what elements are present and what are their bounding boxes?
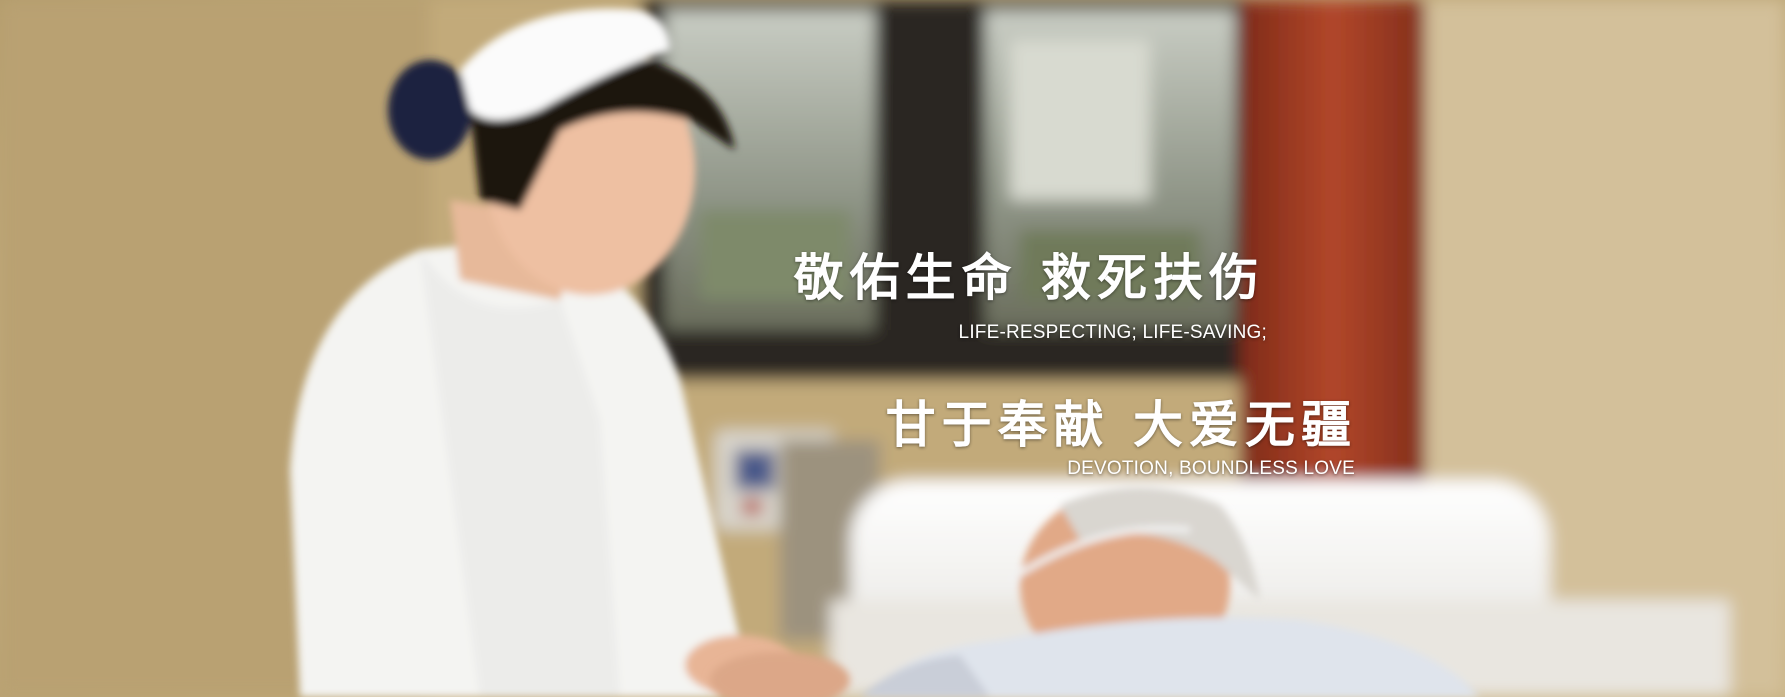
slogan-line1-english: LIFE-RESPECTING; LIFE-SAVING; bbox=[958, 322, 1267, 343]
slogan-line2-chinese: 甘于奉献 大爱无疆 bbox=[885, 395, 1357, 454]
slogan-line2-english: DEVOTION, BOUNDLESS LOVE bbox=[1067, 458, 1355, 479]
slogan-line1-chinese: 敬佑生命 救死扶伤 bbox=[793, 248, 1265, 307]
